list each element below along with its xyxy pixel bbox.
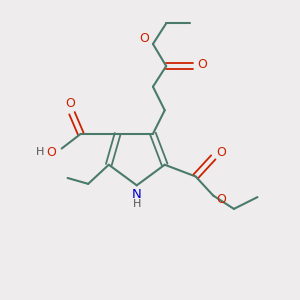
Text: O: O: [217, 193, 226, 206]
Text: N: N: [132, 188, 142, 201]
Text: H: H: [36, 147, 45, 157]
Text: O: O: [217, 146, 226, 159]
Text: O: O: [139, 32, 149, 45]
Text: O: O: [46, 146, 56, 159]
Text: H: H: [133, 199, 141, 208]
Text: O: O: [66, 97, 75, 110]
Text: O: O: [197, 58, 207, 71]
